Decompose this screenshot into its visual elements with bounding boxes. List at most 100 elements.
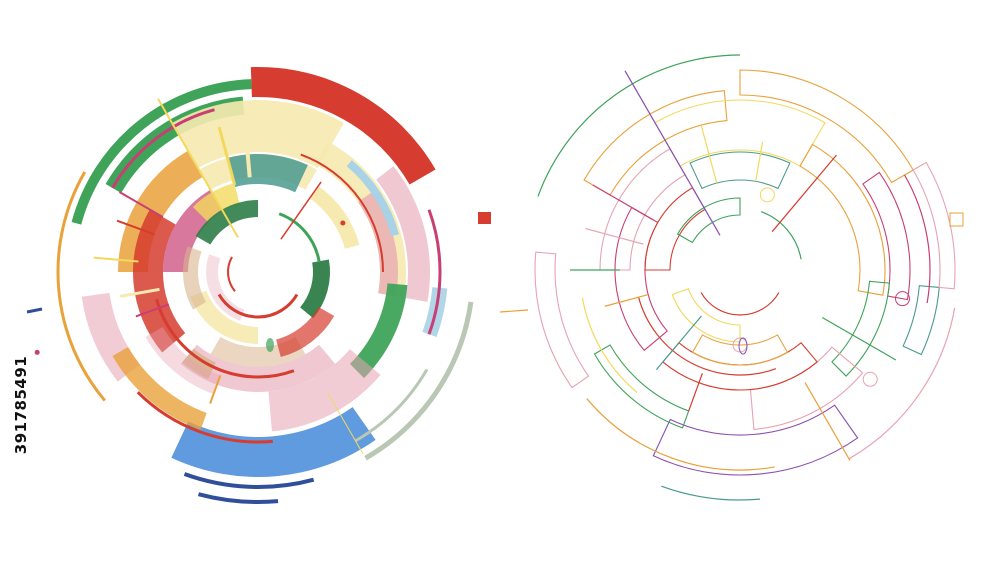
outline-arc bbox=[637, 297, 777, 376]
outline-segment bbox=[691, 334, 789, 366]
arc-stroke bbox=[278, 212, 321, 262]
arc-stroke bbox=[71, 79, 252, 225]
filled-segment bbox=[133, 209, 186, 353]
arc-stroke bbox=[155, 298, 295, 379]
outline-segment bbox=[799, 143, 886, 296]
outline-segment bbox=[644, 186, 706, 271]
outline-arc bbox=[848, 307, 956, 460]
small-square-mark bbox=[478, 212, 491, 224]
outline-segment bbox=[862, 171, 911, 301]
filled-segment bbox=[112, 347, 207, 430]
stock-id-label: 391785491 bbox=[8, 330, 34, 480]
arc-stroke bbox=[364, 301, 474, 461]
small-dot bbox=[34, 349, 40, 355]
outline-arc bbox=[760, 211, 802, 260]
outline-circular-infographic bbox=[534, 54, 956, 501]
outline-circle bbox=[862, 371, 878, 387]
small-ellipse bbox=[266, 338, 274, 352]
stray-marks bbox=[26, 212, 964, 314]
radial-tick bbox=[157, 98, 239, 238]
radial-tick bbox=[118, 191, 164, 218]
filled-segment bbox=[192, 183, 240, 223]
radial-tick bbox=[327, 392, 364, 455]
small-square-outline-mark bbox=[949, 212, 964, 227]
radial-tick bbox=[135, 303, 170, 318]
filled-segment bbox=[276, 307, 335, 358]
outline-tick bbox=[585, 228, 644, 245]
filled-segment bbox=[357, 191, 398, 297]
outline-arc bbox=[700, 292, 780, 316]
outline-arc bbox=[581, 297, 638, 394]
arc-stroke bbox=[346, 160, 400, 237]
outline-tick bbox=[592, 184, 654, 221]
radial-tick bbox=[280, 181, 322, 240]
arc-stroke bbox=[197, 492, 279, 504]
outline-segment bbox=[912, 161, 956, 290]
outline-arc bbox=[661, 485, 761, 501]
filled-circular-infographic bbox=[34, 66, 474, 504]
outline-circle bbox=[759, 187, 775, 203]
filled-segment bbox=[171, 407, 376, 478]
outline-arc bbox=[904, 174, 931, 304]
filled-segment bbox=[268, 349, 381, 432]
outline-segment bbox=[593, 344, 690, 429]
outline-segment bbox=[902, 285, 940, 356]
arc-stroke bbox=[300, 153, 384, 273]
arc-stroke bbox=[111, 108, 215, 189]
outline-segment bbox=[749, 346, 864, 430]
outline-arc bbox=[537, 54, 741, 197]
filled-segment bbox=[349, 283, 408, 379]
filled-segment bbox=[300, 259, 330, 319]
filled-segment bbox=[190, 290, 258, 344]
outline-ellipse bbox=[738, 337, 748, 355]
outline-tick bbox=[700, 124, 718, 184]
short-dash-mark bbox=[26, 307, 43, 314]
outline-tick bbox=[771, 154, 837, 233]
filled-segment bbox=[195, 200, 258, 245]
outline-arc bbox=[586, 398, 775, 471]
outline-tick bbox=[755, 141, 764, 182]
short-dash-outline-mark bbox=[499, 309, 529, 313]
outline-tick bbox=[655, 315, 702, 370]
filled-segment bbox=[145, 327, 221, 395]
stock-id-text: 391785491 bbox=[12, 355, 30, 455]
outline-tick bbox=[624, 70, 721, 236]
arc-stroke bbox=[227, 256, 236, 292]
filled-segment bbox=[183, 246, 207, 310]
radial-tick bbox=[217, 126, 237, 186]
filled-segment bbox=[206, 254, 245, 321]
filled-segment bbox=[250, 66, 436, 185]
arc-stroke bbox=[56, 171, 106, 402]
outline-circle bbox=[894, 291, 910, 307]
arc-stroke bbox=[217, 293, 299, 319]
filled-segment bbox=[309, 185, 360, 249]
arc-stroke bbox=[183, 472, 315, 489]
outline-tick bbox=[604, 294, 649, 307]
radial-tick bbox=[245, 152, 252, 178]
outline-segment bbox=[689, 151, 791, 190]
outline-segment bbox=[671, 288, 741, 343]
outline-segment bbox=[739, 69, 914, 184]
outline-segment bbox=[831, 280, 891, 377]
outline-segment bbox=[676, 197, 741, 244]
radial-tick bbox=[116, 219, 155, 236]
outline-segment bbox=[652, 404, 859, 476]
small-dot bbox=[340, 220, 346, 226]
arc-stroke bbox=[427, 209, 442, 335]
outline-segment bbox=[534, 251, 590, 389]
radial-tick bbox=[93, 256, 139, 263]
outline-tick bbox=[688, 373, 703, 412]
outline-tick bbox=[821, 316, 897, 361]
outline-segment bbox=[583, 90, 728, 196]
outline-tick bbox=[804, 382, 851, 461]
filled-segment bbox=[172, 100, 344, 169]
arc-stroke bbox=[136, 391, 273, 444]
radial-tick bbox=[119, 287, 160, 298]
outline-segment bbox=[614, 206, 669, 352]
radial-tick bbox=[209, 375, 222, 404]
filled-segment bbox=[182, 348, 216, 379]
outline-segment bbox=[654, 99, 826, 167]
filled-segment bbox=[376, 166, 430, 302]
arc-stroke bbox=[354, 368, 429, 443]
